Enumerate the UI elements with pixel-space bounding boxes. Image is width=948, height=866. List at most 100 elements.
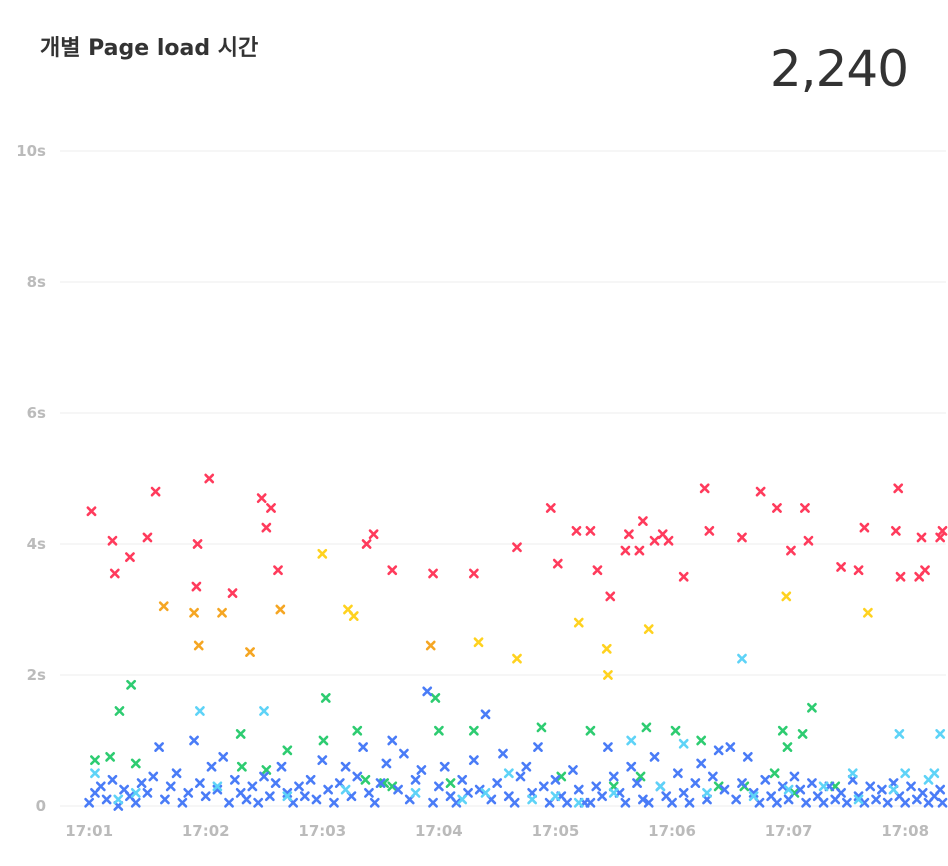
data-point[interactable] [84, 797, 95, 808]
data-point[interactable] [935, 729, 946, 739]
data-point[interactable] [755, 486, 766, 497]
data-point[interactable] [323, 784, 334, 795]
data-point[interactable] [352, 771, 363, 782]
data-point[interactable] [387, 781, 398, 792]
data-point[interactable] [212, 781, 223, 792]
data-point[interactable] [473, 637, 484, 648]
data-point[interactable] [218, 751, 229, 762]
data-point[interactable] [282, 745, 293, 756]
data-point[interactable] [670, 725, 681, 736]
data-point[interactable] [113, 794, 124, 805]
data-point[interactable] [340, 761, 351, 772]
data-point[interactable] [672, 768, 683, 779]
data-point[interactable] [206, 761, 217, 772]
data-point[interactable] [649, 751, 660, 762]
data-point[interactable] [632, 778, 642, 788]
data-point[interactable] [275, 604, 286, 615]
data-point[interactable] [410, 788, 421, 798]
data-point[interactable] [807, 702, 817, 713]
data-point[interactable] [235, 729, 246, 739]
data-point[interactable] [573, 784, 584, 795]
data-point[interactable] [917, 788, 928, 798]
data-point[interactable] [191, 581, 202, 592]
data-point[interactable] [731, 794, 742, 805]
data-point[interactable] [737, 778, 747, 788]
data-point[interactable] [364, 788, 374, 798]
data-point[interactable] [498, 748, 508, 759]
data-point[interactable] [194, 706, 205, 716]
data-point[interactable] [171, 768, 182, 779]
data-point[interactable] [236, 761, 247, 772]
data-point[interactable] [503, 768, 514, 779]
data-point[interactable] [317, 755, 328, 766]
data-point[interactable] [696, 758, 707, 769]
data-point[interactable] [515, 771, 526, 782]
data-point[interactable] [573, 617, 584, 628]
data-point[interactable] [585, 725, 596, 736]
data-point[interactable] [142, 788, 153, 798]
data-point[interactable] [107, 774, 118, 785]
data-point[interactable] [261, 522, 272, 533]
data-point[interactable] [550, 774, 561, 785]
data-point[interactable] [393, 784, 403, 795]
data-point[interactable] [782, 742, 793, 752]
data-point[interactable] [299, 791, 310, 802]
data-point[interactable] [527, 794, 538, 805]
data-point[interactable] [713, 745, 724, 756]
data-point[interactable] [480, 709, 491, 720]
data-point[interactable] [719, 784, 730, 795]
data-point[interactable] [690, 778, 701, 788]
data-point[interactable] [556, 771, 567, 782]
data-point[interactable] [375, 778, 386, 788]
data-point[interactable] [451, 797, 462, 808]
data-point[interactable] [381, 758, 392, 769]
data-point[interactable] [194, 778, 205, 788]
data-point[interactable] [361, 539, 372, 549]
data-point[interactable] [227, 588, 238, 599]
data-point[interactable] [571, 526, 582, 536]
data-point[interactable] [368, 529, 379, 540]
data-point[interactable] [707, 771, 718, 782]
data-point[interactable] [90, 755, 100, 766]
data-point[interactable] [241, 794, 252, 805]
data-point[interactable] [789, 771, 800, 782]
data-point[interactable] [786, 545, 796, 556]
data-point[interactable] [637, 794, 648, 805]
data-point[interactable] [920, 565, 930, 576]
data-point[interactable] [649, 535, 660, 546]
data-point[interactable] [224, 797, 234, 808]
data-point[interactable] [900, 768, 911, 779]
data-point[interactable] [684, 797, 695, 808]
data-point[interactable] [130, 758, 141, 769]
data-point[interactable] [783, 784, 794, 795]
data-point[interactable] [521, 761, 532, 772]
data-point[interactable] [772, 797, 782, 808]
data-point[interactable] [387, 735, 398, 746]
data-point[interactable] [416, 765, 427, 775]
data-point[interactable] [906, 781, 916, 792]
data-point[interactable] [445, 778, 456, 788]
data-point[interactable] [585, 526, 596, 536]
data-point[interactable] [474, 784, 485, 795]
data-point[interactable] [702, 788, 712, 798]
data-point[interactable] [126, 679, 137, 690]
data-point[interactable] [204, 473, 215, 484]
data-point[interactable] [256, 493, 267, 504]
data-point[interactable] [678, 738, 689, 749]
data-point[interactable] [777, 781, 788, 792]
data-point[interactable] [533, 742, 543, 752]
data-point[interactable] [678, 571, 689, 582]
data-point[interactable] [90, 768, 100, 779]
data-point[interactable] [107, 535, 118, 546]
data-point[interactable] [760, 774, 771, 785]
data-point[interactable] [696, 735, 707, 746]
data-point[interactable] [425, 640, 436, 651]
data-point[interactable] [585, 797, 596, 808]
data-point[interactable] [439, 761, 450, 772]
data-point[interactable] [358, 742, 369, 752]
data-point[interactable] [620, 797, 631, 808]
data-point[interactable] [457, 774, 468, 785]
data-point[interactable] [865, 781, 876, 792]
data-point[interactable] [641, 722, 652, 733]
data-point[interactable] [552, 558, 563, 569]
